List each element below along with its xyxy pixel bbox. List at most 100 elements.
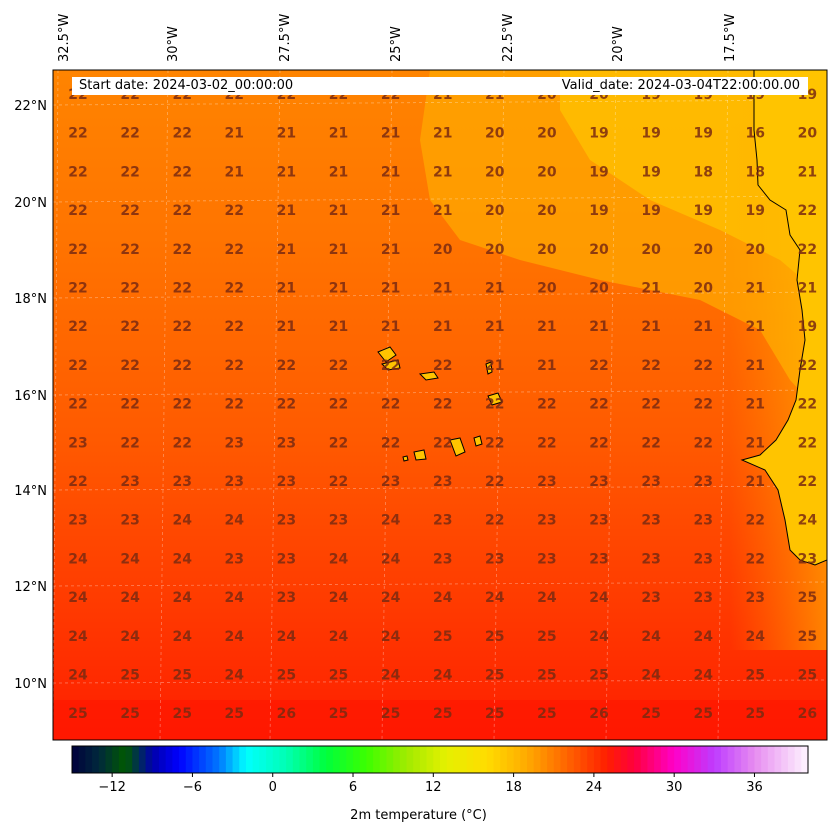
grid-value: 21 — [641, 281, 660, 297]
colorbar-tick-label: 36 — [746, 780, 763, 795]
grid-value: 22 — [172, 435, 191, 451]
colorbar-swatch — [426, 746, 434, 773]
colorbar-swatch — [580, 746, 588, 773]
grid-value: 22 — [641, 435, 660, 451]
map-frame — [52, 69, 828, 741]
grid-value: 20 — [485, 164, 505, 180]
grid-value: 22 — [225, 281, 244, 297]
grid-value: 21 — [277, 203, 296, 219]
grid-value: 21 — [746, 435, 765, 451]
grid-value: 22 — [172, 164, 191, 180]
grid-value: 25 — [485, 706, 504, 722]
grid-value: 23 — [225, 474, 244, 490]
grid-value: 22 — [68, 281, 87, 297]
lon-label-27.5w: 27.5°W — [278, 14, 293, 62]
grid-value: 21 — [433, 203, 452, 219]
colorbar-swatch — [225, 746, 234, 773]
grid-value: 22 — [746, 551, 765, 567]
valid-date-label: Valid_date: 2024-03-04T22:00:00.00 — [561, 78, 800, 93]
grid-value: 23 — [693, 474, 712, 490]
grid-value: 21 — [277, 126, 296, 142]
colorbar-swatch — [239, 746, 247, 773]
grid-value: 22 — [381, 358, 400, 374]
grid-value: 24 — [120, 590, 140, 606]
grid-value: 21 — [329, 126, 348, 142]
grid-value: 24 — [225, 629, 245, 645]
grid-value: 22 — [329, 474, 348, 490]
grid-value: 21 — [381, 164, 400, 180]
grid-value: 21 — [277, 242, 296, 258]
grid-value: 22 — [225, 358, 244, 374]
grid-value: 22 — [381, 435, 400, 451]
grid-value: 23 — [641, 474, 660, 490]
date-header-bar — [72, 77, 808, 95]
grid-value: 22 — [798, 358, 817, 374]
grid-value: 24 — [172, 629, 192, 645]
grid-value: 21 — [329, 242, 348, 258]
grid-value: 21 — [537, 319, 556, 335]
grid-value: 22 — [485, 435, 504, 451]
grid-value: 23 — [68, 435, 87, 451]
grid-value: 25 — [485, 668, 504, 684]
grid-value: 25 — [172, 668, 191, 684]
grid-value: 24 — [68, 629, 88, 645]
colorbar-swatch — [346, 746, 354, 773]
colorbar-swatch — [694, 746, 702, 773]
grid-value: 21 — [746, 474, 765, 490]
grid-value: 22 — [433, 435, 452, 451]
colorbar-swatch — [266, 746, 274, 773]
colorbar-swatch — [353, 746, 361, 773]
grid-value: 23 — [537, 551, 556, 567]
grid-value: 22 — [589, 435, 608, 451]
grid-value: 23 — [641, 590, 660, 606]
grid-value: 25 — [798, 590, 817, 606]
grid-value: 22 — [485, 397, 504, 413]
lat-label-16n: 16°N — [14, 389, 47, 404]
grid-value: 20 — [589, 281, 609, 297]
colorbar-swatch — [386, 746, 394, 773]
grid-value: 20 — [485, 242, 505, 258]
grid-value: 22 — [693, 435, 712, 451]
grid-value: 22 — [120, 164, 139, 180]
colorbar-swatch — [326, 746, 334, 773]
grid-value: 22 — [225, 203, 244, 219]
grid-value: 22 — [433, 358, 452, 374]
colorbar-swatch — [680, 746, 689, 773]
colorbar-swatch — [493, 746, 501, 773]
grid-value: 24 — [381, 590, 401, 606]
colorbar-swatch — [145, 746, 153, 773]
grid-value: 25 — [746, 706, 765, 722]
colorbar-swatch — [553, 746, 562, 773]
colorbar-swatch — [152, 746, 160, 773]
colorbar-swatch — [781, 746, 789, 773]
grid-value: 21 — [277, 164, 296, 180]
grid-value: 20 — [746, 242, 766, 258]
colorbar-swatch — [179, 746, 187, 773]
lon-label-17.5w: 17.5°W — [723, 14, 738, 62]
grid-value: 23 — [329, 513, 348, 529]
grid-value: 22 — [68, 397, 87, 413]
colorbar-swatch — [466, 746, 475, 773]
colorbar-swatch — [199, 746, 207, 773]
grid-value: 19 — [641, 126, 660, 142]
grid-value: 22 — [120, 397, 139, 413]
lon-label-20w: 20°W — [611, 26, 626, 62]
latitude-labels: 22°N 20°N 18°N 16°N 14°N 12°N 10°N — [14, 99, 47, 692]
grid-value: 22 — [172, 203, 191, 219]
grid-value: 23 — [589, 474, 608, 490]
colorbar-tick-label: 12 — [425, 780, 442, 795]
grid-value: 21 — [381, 242, 400, 258]
colorbar-swatch — [413, 746, 421, 773]
grid-value: 22 — [537, 435, 556, 451]
grid-value: 24 — [641, 629, 661, 645]
grid-value: 23 — [381, 474, 400, 490]
colorbar-swatch — [727, 746, 735, 773]
grid-value: 24 — [329, 551, 349, 567]
colorbar-swatch — [721, 746, 729, 773]
grid-value: 21 — [433, 126, 452, 142]
grid-value: 20 — [537, 126, 557, 142]
colorbar-tick-label: 6 — [349, 780, 357, 795]
colorbar-swatch — [640, 746, 649, 773]
grid-value: 21 — [329, 281, 348, 297]
grid-value: 24 — [225, 513, 245, 529]
